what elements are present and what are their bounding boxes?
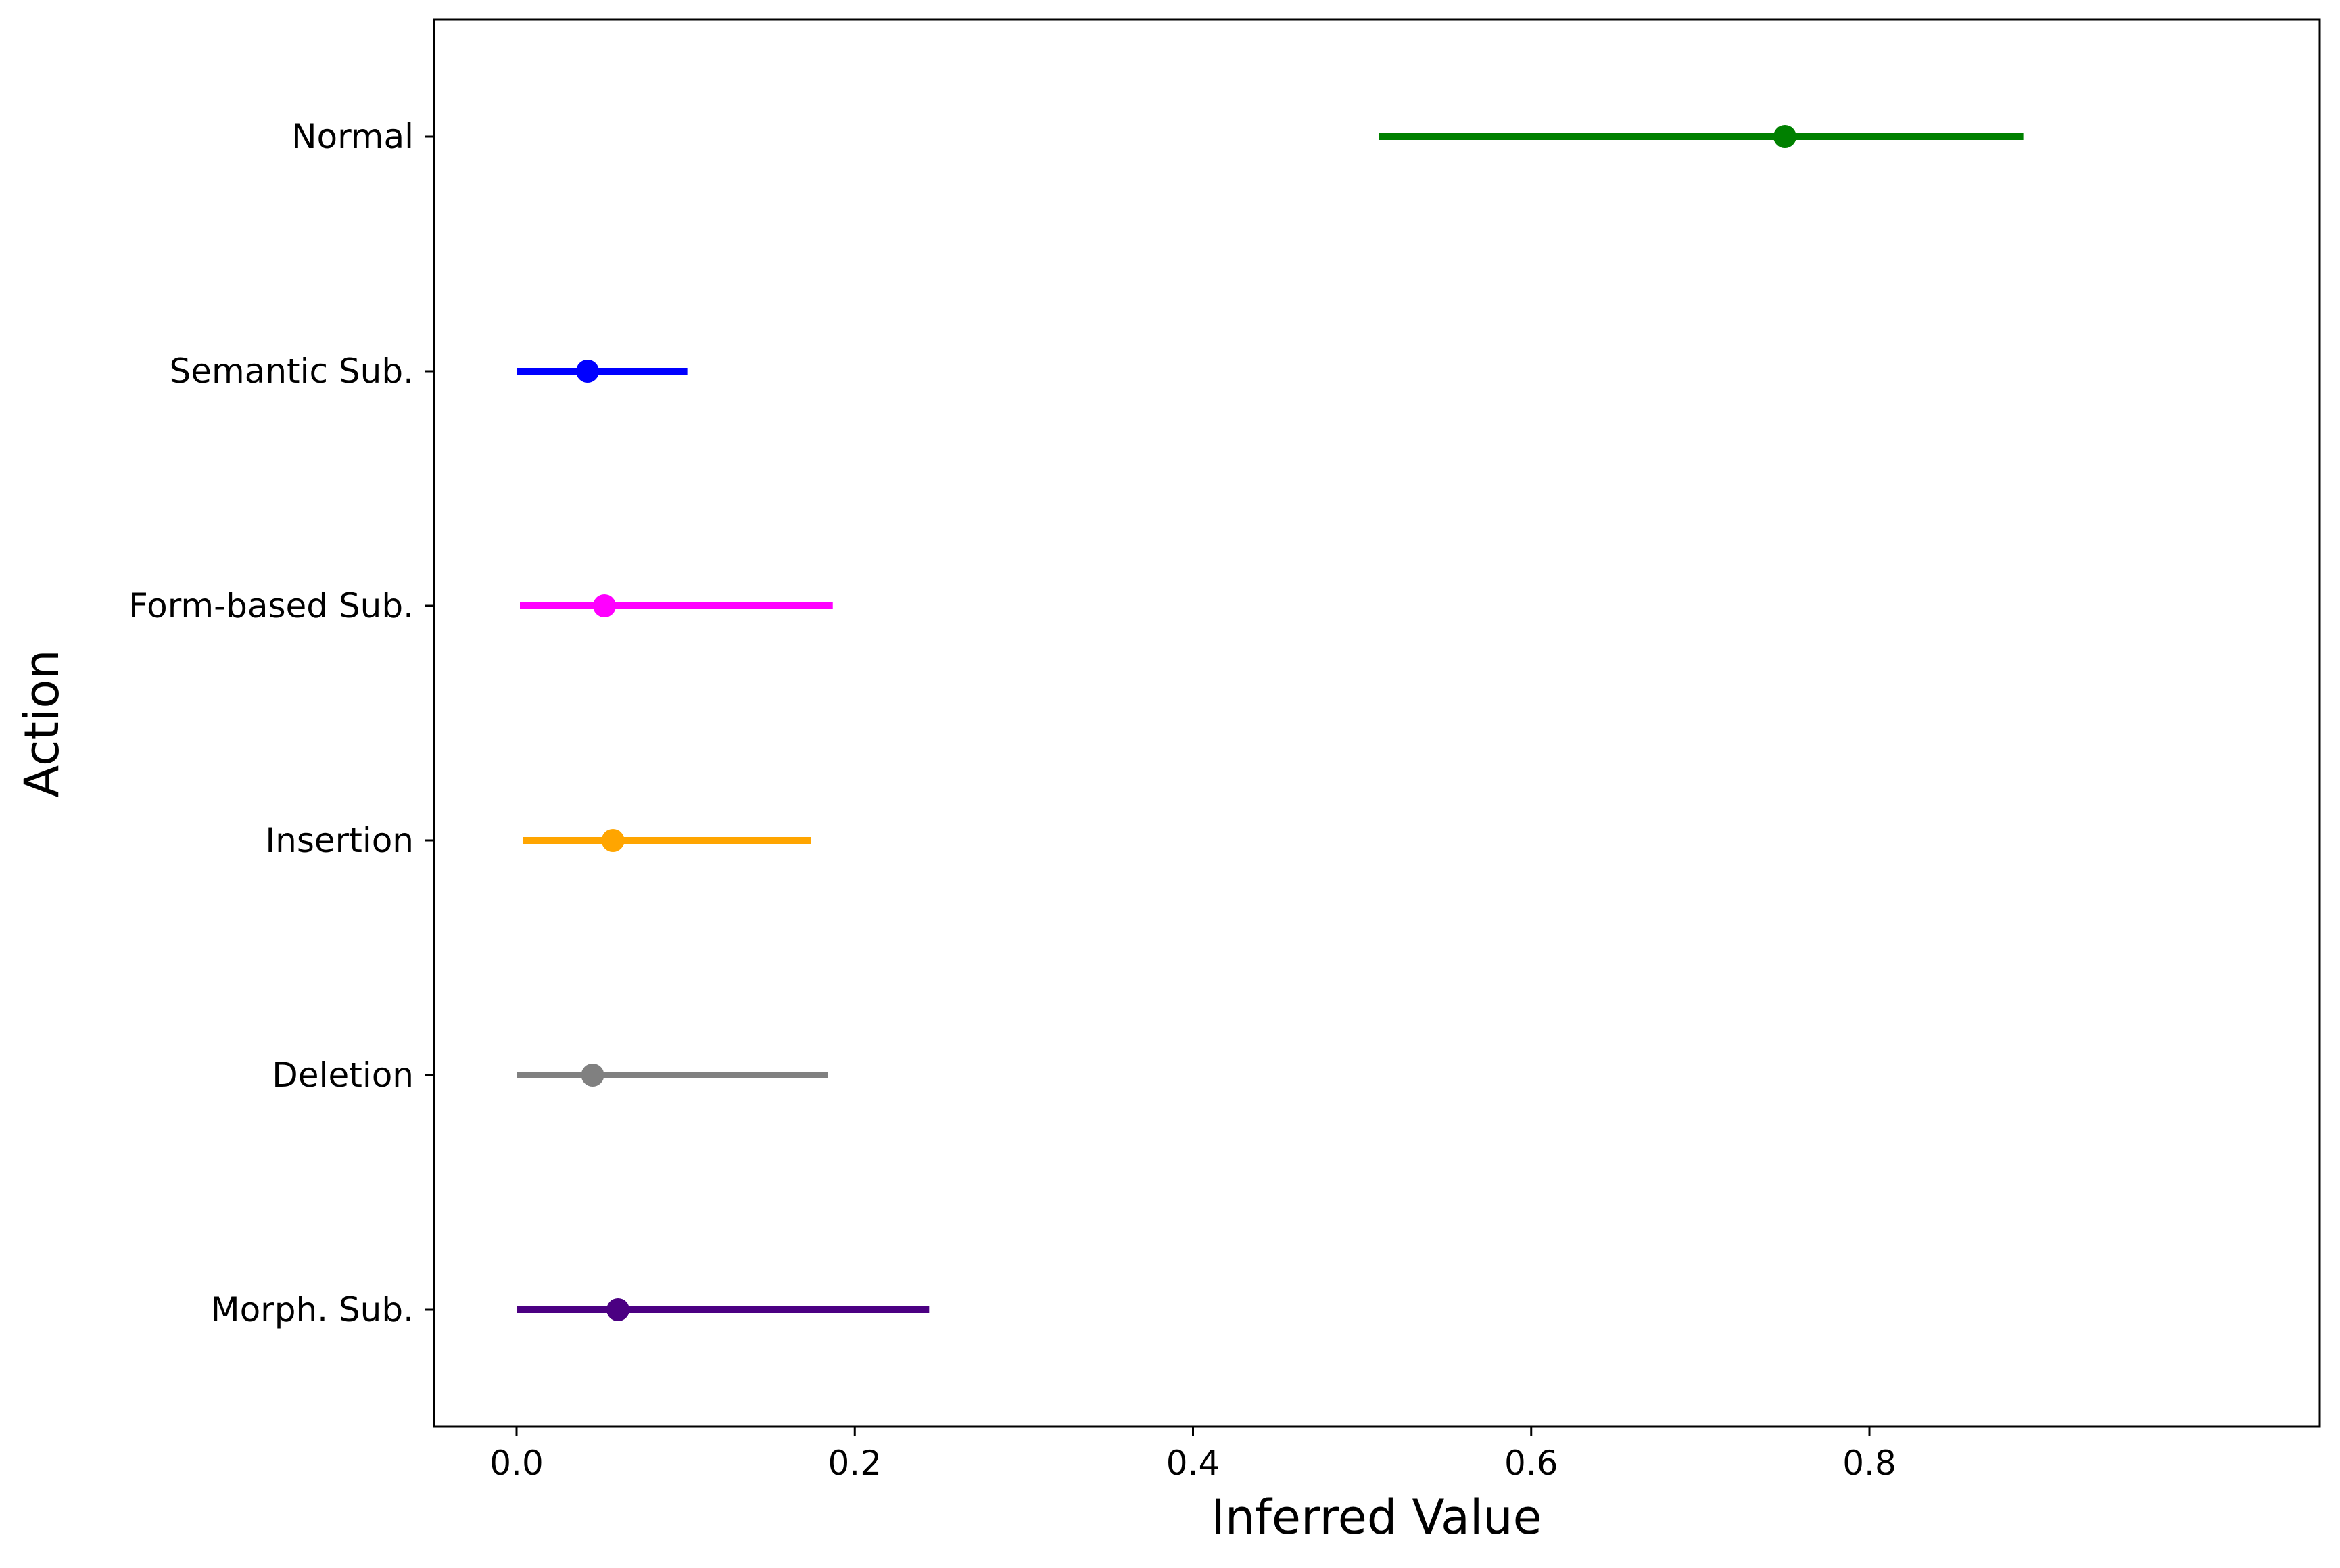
y-tick-label-normal: Normal [291, 117, 414, 156]
point-normal [1773, 125, 1796, 148]
y-axis-title: Action [14, 649, 70, 797]
data-marks [517, 125, 2024, 1321]
y-tick-label-form-based-sub: Form-based Sub. [128, 586, 414, 625]
x-axis-title: Inferred Value [1211, 1490, 1542, 1545]
y-axis: Normal Semantic Sub. Form-based Sub. Insert… [128, 117, 434, 1329]
x-axis: 0.0 0.2 0.4 0.6 0.8 [490, 1427, 1896, 1483]
point-deletion [581, 1064, 604, 1087]
plot-frame [433, 18, 2321, 1428]
x-tick-label: 0.2 [828, 1444, 882, 1483]
y-tick-label-deletion: Deletion [272, 1055, 414, 1095]
x-tick-label: 0.8 [1842, 1444, 1896, 1483]
y-tick-label-semantic-sub: Semantic Sub. [170, 352, 414, 391]
y-tick-label-insertion: Insertion [265, 821, 414, 860]
point-insertion [601, 829, 625, 852]
x-tick-label: 0.0 [490, 1444, 544, 1483]
x-tick-label: 0.6 [1504, 1444, 1558, 1483]
point-morph-sub [606, 1298, 630, 1321]
point-semantic-sub [576, 360, 600, 383]
x-tick-label: 0.4 [1166, 1444, 1220, 1483]
y-tick-label-morph-sub: Morph. Sub. [210, 1290, 414, 1329]
point-form-based-sub [593, 594, 617, 617]
